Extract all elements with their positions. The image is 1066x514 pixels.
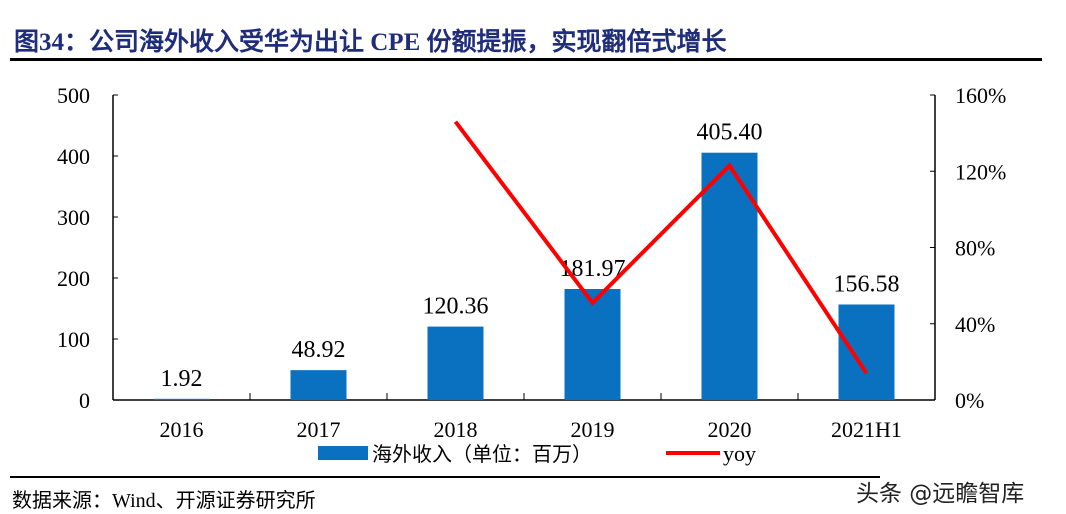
source-note: 数据来源：Wind、开源证券研究所: [12, 490, 316, 512]
yoy-line: [453, 120, 869, 375]
data-label: 120.36: [423, 294, 489, 320]
bar: [427, 326, 484, 400]
footer-divider: [10, 476, 880, 478]
left-tick-label: 400: [57, 144, 90, 169]
right-tick-label: 0%: [955, 388, 984, 413]
left-tick-label: 300: [57, 205, 90, 230]
x-tick-label: 2019: [571, 417, 615, 442]
legend-label: yoy: [723, 441, 756, 466]
data-label: 48.92: [292, 337, 346, 363]
left-tick-label: 500: [57, 83, 90, 108]
right-tick-label: 160%: [955, 83, 1006, 108]
bar: [701, 152, 758, 400]
right-tick-label: 80%: [955, 236, 995, 261]
right-tick-label: 120%: [955, 159, 1006, 184]
title-divider: [10, 58, 1042, 61]
data-label: 181.97: [560, 256, 626, 282]
x-tick-label: 2021H1: [831, 417, 902, 442]
left-tick-label: 0: [79, 388, 90, 413]
x-tick-label: 2020: [708, 417, 752, 442]
legend-swatch-bar: [318, 446, 368, 460]
watermark: 头条 @远瞻智库: [856, 481, 1025, 507]
data-label: 156.58: [834, 271, 900, 297]
bar: [290, 370, 347, 400]
left-tick-label: 100: [57, 327, 90, 352]
figure-title: 图34：公司海外收入受华为出让 CPE 份额提振，实现翻倍式增长: [14, 29, 727, 56]
x-tick-label: 2016: [160, 417, 204, 442]
x-tick-label: 2018: [434, 417, 478, 442]
bar: [564, 288, 621, 400]
data-label: 405.40: [697, 120, 763, 146]
bar: [838, 304, 895, 400]
bar: [153, 398, 210, 400]
x-tick-label: 2017: [297, 417, 341, 442]
legend-label: 海外收入（单位：百万）: [372, 443, 592, 466]
left-tick-label: 200: [57, 266, 90, 291]
data-label: 1.92: [161, 366, 203, 392]
right-tick-label: 40%: [955, 312, 995, 337]
